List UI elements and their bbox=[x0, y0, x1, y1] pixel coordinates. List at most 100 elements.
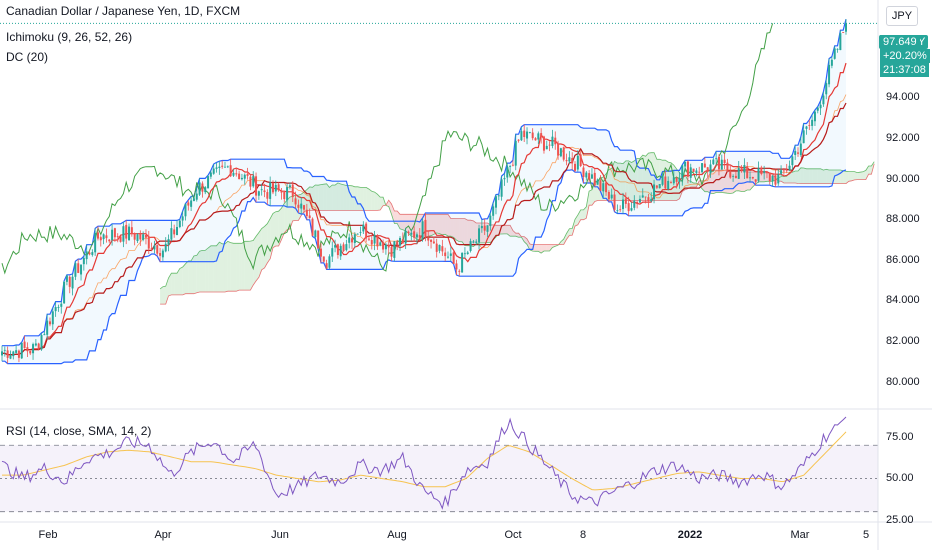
candle-body bbox=[794, 150, 797, 155]
candle-body bbox=[590, 174, 593, 179]
candle-body bbox=[150, 248, 153, 250]
cloud-segment bbox=[512, 230, 516, 237]
cloud-segment bbox=[786, 172, 790, 183]
candle-body bbox=[706, 167, 709, 172]
candle-body bbox=[283, 191, 286, 200]
candle-body bbox=[822, 95, 825, 105]
chart-title[interactable]: Canadian Dollar / Japanese Yen, 1D, FXCM bbox=[6, 4, 241, 18]
candle-body bbox=[813, 111, 816, 122]
candle-body bbox=[54, 307, 57, 312]
cloud-segment bbox=[247, 241, 251, 291]
cloud-segment bbox=[233, 243, 237, 292]
candle-body bbox=[607, 192, 610, 200]
cloud-segment bbox=[857, 172, 861, 180]
candle-body bbox=[749, 177, 752, 179]
candle-body bbox=[308, 215, 311, 219]
candle-body bbox=[619, 209, 622, 211]
cloud-segment bbox=[447, 214, 451, 237]
candle-body bbox=[574, 163, 577, 171]
candle-body bbox=[325, 263, 328, 269]
candle-body bbox=[782, 170, 785, 172]
rsi-tick-label: 50.00 bbox=[886, 472, 914, 485]
cloud-segment bbox=[171, 273, 175, 295]
candle-body bbox=[605, 182, 608, 193]
candle-body bbox=[277, 184, 280, 191]
candle-body bbox=[667, 180, 670, 190]
candle-body bbox=[486, 225, 489, 232]
candle-body bbox=[71, 276, 74, 289]
candle-body bbox=[410, 232, 413, 235]
currency-button[interactable]: JPY bbox=[886, 6, 918, 26]
candle-body bbox=[585, 172, 588, 178]
candle-body bbox=[839, 33, 842, 51]
candle-body bbox=[523, 130, 526, 138]
candle-body bbox=[376, 235, 379, 247]
candle-body bbox=[828, 64, 831, 85]
time-tick-label: Apr bbox=[154, 529, 172, 541]
candle-body bbox=[441, 246, 444, 252]
cloud-segment bbox=[332, 185, 336, 211]
cloud-segment bbox=[191, 256, 194, 294]
candle-body bbox=[805, 126, 808, 129]
cloud-segment bbox=[546, 244, 550, 252]
cloud-segment bbox=[792, 171, 796, 183]
candle-body bbox=[303, 205, 306, 210]
cloud-segment bbox=[854, 171, 858, 180]
candle-body bbox=[390, 247, 393, 257]
candle-body bbox=[187, 202, 190, 206]
candle-body bbox=[345, 244, 348, 251]
candle-body bbox=[113, 228, 116, 238]
candle-body bbox=[20, 343, 23, 359]
candle-body bbox=[435, 243, 438, 252]
candle-body bbox=[240, 177, 243, 180]
cloud-segment bbox=[411, 214, 415, 237]
cloud-segment bbox=[507, 225, 511, 237]
cloud-segment bbox=[817, 168, 821, 184]
candle-body bbox=[65, 275, 68, 282]
candle-body bbox=[130, 227, 133, 234]
cloud-segment bbox=[241, 241, 245, 291]
candle-body bbox=[105, 235, 108, 239]
cloud-segment bbox=[179, 266, 183, 295]
candle-body bbox=[802, 130, 805, 144]
cloud-segment bbox=[761, 172, 765, 182]
candle-body bbox=[503, 178, 506, 180]
cloud-segment bbox=[459, 218, 463, 242]
candle-body bbox=[161, 250, 164, 258]
candle-body bbox=[819, 104, 822, 109]
candle-body bbox=[235, 173, 238, 175]
candle-body bbox=[353, 234, 356, 243]
candle-body bbox=[133, 233, 136, 240]
cloud-segment bbox=[510, 225, 513, 237]
candle-body bbox=[774, 175, 777, 185]
candles[interactable] bbox=[1, 19, 847, 364]
candle-body bbox=[458, 270, 461, 272]
candle-body bbox=[399, 238, 402, 246]
candle-body bbox=[139, 233, 142, 240]
cloud-segment bbox=[563, 233, 567, 245]
cloud-segment bbox=[394, 211, 398, 224]
candle-body bbox=[68, 276, 71, 287]
donchian-legend[interactable]: DC (20) bbox=[6, 50, 49, 64]
candle-body bbox=[622, 199, 625, 210]
candle-body bbox=[599, 180, 602, 191]
rsi-legend[interactable]: RSI (14, close, SMA, 14, 2) bbox=[6, 424, 152, 438]
candle-body bbox=[156, 245, 159, 254]
candle-body bbox=[427, 237, 430, 241]
cloud-segment bbox=[450, 218, 454, 238]
cloud-segment bbox=[800, 167, 804, 184]
cloud-segment bbox=[442, 214, 446, 235]
candle-body bbox=[638, 198, 641, 203]
candle-body bbox=[164, 243, 167, 252]
candle-body bbox=[551, 136, 554, 147]
candle-body bbox=[209, 172, 212, 177]
candle-body bbox=[153, 245, 156, 250]
candle-body bbox=[780, 170, 783, 174]
candle-body bbox=[198, 182, 201, 195]
candle-body bbox=[17, 350, 20, 358]
ichimoku-legend[interactable]: Ichimoku (9, 26, 52, 26) bbox=[6, 30, 133, 44]
cloud-segment bbox=[648, 152, 652, 201]
candle-body bbox=[720, 159, 723, 170]
candle-body bbox=[288, 185, 291, 188]
